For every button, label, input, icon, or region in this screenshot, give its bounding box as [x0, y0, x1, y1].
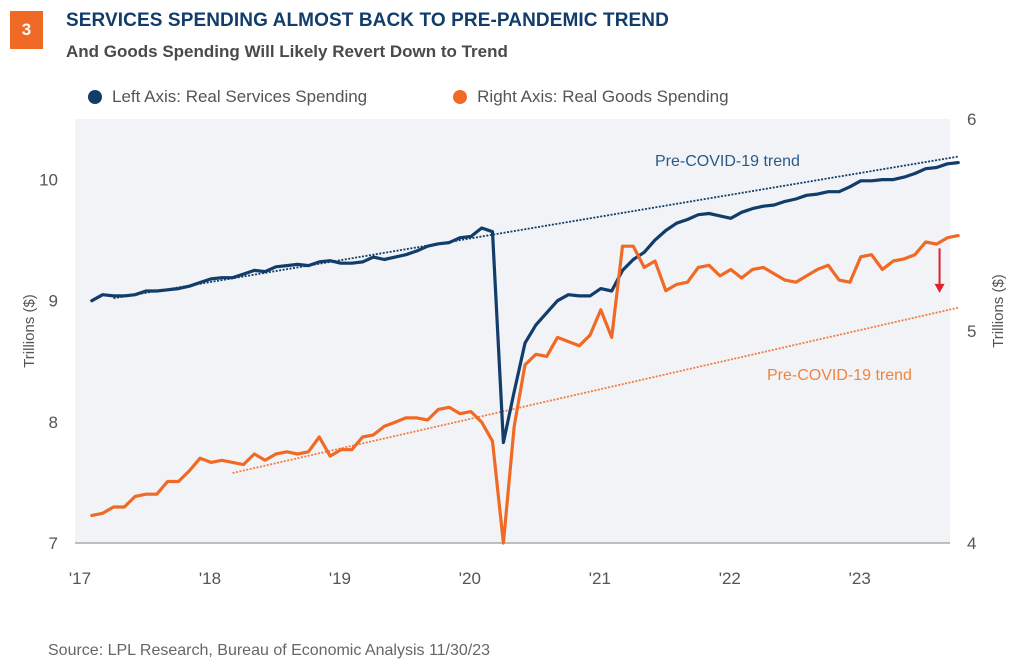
down-arrow-icon	[934, 283, 945, 293]
goods-trend-label: Pre-COVID-19 trend	[767, 367, 912, 384]
left-tick-label: 8	[49, 413, 58, 432]
right-tick-label: 5	[967, 322, 976, 341]
annotations	[934, 248, 945, 293]
plot-area	[75, 119, 950, 543]
left-tick-labels: 7 8 9 10	[39, 171, 58, 553]
right-tick-label: 6	[967, 110, 976, 129]
left-tick-label: 10	[39, 171, 58, 190]
x-tick-label: '19	[329, 569, 351, 588]
x-tick-label: '22	[719, 569, 741, 588]
legend-label-services: Left Axis: Real Services Spending	[112, 87, 368, 106]
x-tick-label: '18	[199, 569, 221, 588]
right-axis-title: Trillions ($)	[990, 274, 1007, 348]
x-tick-label: '23	[849, 569, 871, 588]
left-tick-label: 7	[49, 534, 58, 553]
series-lines	[90, 161, 960, 545]
right-tick-label: 4	[967, 534, 976, 553]
source-note: Source: LPL Research, Bureau of Economic…	[48, 642, 491, 659]
chart-title: SERVICES SPENDING ALMOST BACK TO PRE-PAN…	[66, 10, 669, 31]
goods-spending-line	[90, 234, 960, 545]
services-trend-label: Pre-COVID-19 trend	[655, 153, 800, 170]
services-spending-line	[90, 161, 960, 445]
legend-label-goods: Right Axis: Real Goods Spending	[477, 87, 729, 106]
right-tick-labels: 4 5 6	[967, 110, 976, 553]
chart-number-badge: 3	[10, 11, 43, 49]
legend-item-services: Left Axis: Real Services Spending	[88, 87, 367, 107]
x-tick-label: '20	[459, 569, 481, 588]
x-tick-labels: '17 '18 '19 '20 '21 '22 '23	[69, 569, 871, 588]
services-trend-line	[113, 155, 959, 300]
chart-subtitle: And Goods Spending Will Likely Revert Do…	[66, 42, 508, 61]
x-tick-label: '17	[69, 569, 91, 588]
legend-dot-goods-icon	[453, 90, 468, 104]
legend-dot-services-icon	[88, 90, 102, 104]
legend: Left Axis: Real Services Spending Right …	[88, 87, 815, 107]
legend-item-goods: Right Axis: Real Goods Spending	[453, 87, 729, 107]
x-tick-label: '21	[589, 569, 611, 588]
left-axis-title: Trillions ($)	[21, 294, 38, 368]
left-tick-label: 9	[49, 292, 58, 311]
